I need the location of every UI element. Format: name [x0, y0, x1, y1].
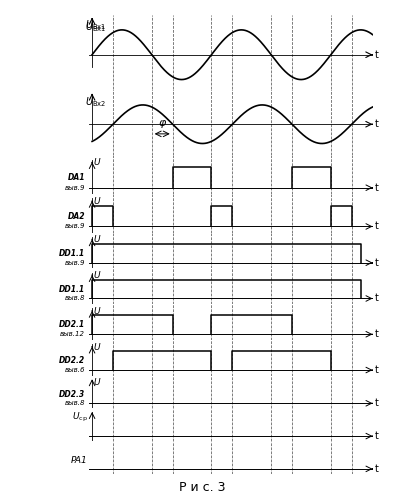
Text: $U_{\rm ср}$: $U_{\rm ср}$ — [72, 411, 87, 424]
Text: выв.8: выв.8 — [64, 295, 85, 301]
Text: U: U — [93, 197, 100, 206]
Text: $U_{\rm Bx1}$: $U_{\rm Bx1}$ — [85, 18, 107, 32]
Text: U: U — [93, 271, 100, 280]
Text: U: U — [93, 158, 100, 167]
Text: t: t — [374, 222, 378, 232]
Text: выв.8: выв.8 — [64, 400, 85, 406]
Text: U: U — [93, 343, 100, 352]
Text: t: t — [374, 293, 378, 303]
Text: t: t — [374, 398, 378, 408]
Text: $\varphi$: $\varphi$ — [158, 118, 167, 130]
Text: DD2.2: DD2.2 — [59, 356, 85, 365]
Text: DA2: DA2 — [67, 212, 85, 221]
Text: DA1: DA1 — [67, 173, 85, 182]
Text: $U_{\rm Bx1}$: $U_{\rm Bx1}$ — [85, 20, 107, 34]
Text: t: t — [374, 183, 378, 193]
Text: выв.6: выв.6 — [64, 367, 85, 373]
Text: U: U — [93, 307, 100, 316]
Text: выв.9: выв.9 — [64, 259, 85, 265]
Text: U: U — [93, 378, 100, 387]
Text: DD1.1: DD1.1 — [59, 284, 85, 293]
Text: PA1: PA1 — [70, 456, 87, 465]
Text: t: t — [374, 119, 378, 129]
Text: t: t — [374, 464, 378, 474]
Text: t: t — [374, 365, 378, 375]
Text: выв.12: выв.12 — [60, 331, 85, 337]
Text: Р и с. 3: Р и с. 3 — [179, 481, 226, 494]
Text: выв.9: выв.9 — [64, 185, 85, 191]
Text: U: U — [93, 236, 100, 245]
Text: выв.9: выв.9 — [64, 224, 85, 230]
Text: $U_{\rm Bx2}$: $U_{\rm Bx2}$ — [85, 95, 107, 109]
Text: DD1.1: DD1.1 — [59, 249, 85, 258]
Text: t: t — [374, 431, 378, 441]
Text: DD2.3: DD2.3 — [59, 390, 85, 399]
Text: t: t — [374, 329, 378, 339]
Text: t: t — [374, 50, 378, 60]
Text: t: t — [374, 257, 378, 267]
Text: DD2.1: DD2.1 — [59, 320, 85, 329]
